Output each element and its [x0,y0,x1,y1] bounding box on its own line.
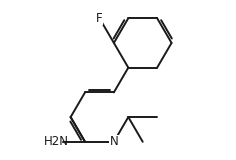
Text: F: F [96,12,103,25]
Text: H2N: H2N [44,135,69,148]
Text: N: N [110,135,118,148]
